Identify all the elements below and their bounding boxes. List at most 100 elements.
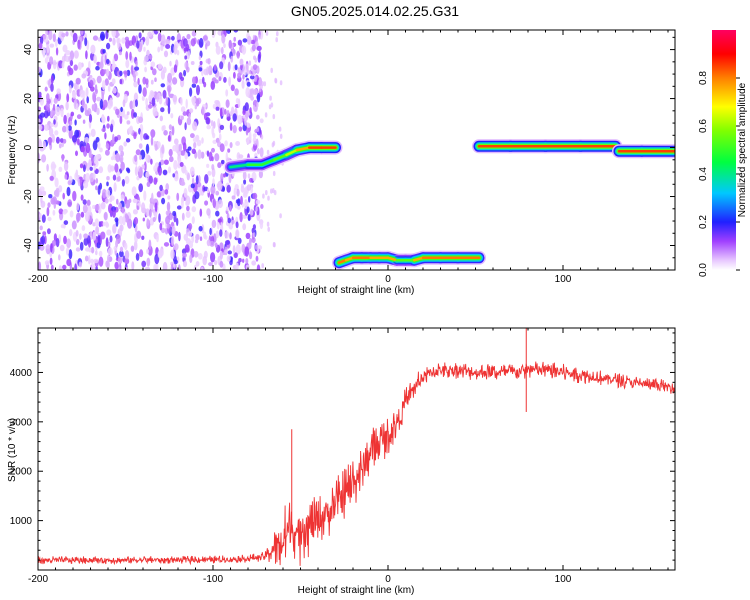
- noise-speck: [90, 44, 96, 55]
- noise-speck: [246, 122, 251, 128]
- noise-speck: [126, 120, 131, 125]
- noise-speck: [227, 217, 232, 224]
- noise-speck: [237, 39, 243, 46]
- noise-speck: [47, 216, 52, 222]
- x-tick-label: 0: [385, 574, 391, 585]
- noise-speck: [133, 112, 138, 118]
- noise-speck: [133, 240, 138, 251]
- noise-speck: [81, 98, 85, 109]
- noise-speck: [127, 168, 131, 174]
- noise-speck: [56, 88, 61, 94]
- noise-speck: [115, 108, 120, 116]
- noise-speck: [255, 206, 258, 212]
- noise-speck: [125, 59, 130, 69]
- noise-speck: [106, 58, 110, 65]
- noise-speck: [192, 121, 198, 131]
- noise-speck: [72, 190, 77, 202]
- noise-speck: [258, 34, 261, 40]
- noise-speck: [76, 114, 82, 120]
- noise-speck: [66, 238, 71, 249]
- noise-speck: [93, 155, 99, 165]
- noise-speck: [198, 225, 203, 232]
- noise-speck: [55, 136, 60, 144]
- noise-speck: [232, 245, 236, 254]
- noise-speck: [186, 33, 191, 40]
- noise-speck: [142, 87, 147, 98]
- noise-speck: [111, 209, 116, 218]
- noise-speck: [173, 44, 178, 55]
- noise-speck: [226, 184, 231, 193]
- noise-speck: [191, 148, 196, 155]
- noise-speck: [244, 102, 249, 112]
- noise-speck: [96, 107, 100, 116]
- noise-speck: [252, 64, 258, 70]
- noise-speck: [219, 61, 224, 70]
- noise-speck: [227, 61, 231, 72]
- noise-speck: [107, 115, 110, 122]
- noise-speck: [167, 72, 173, 83]
- noise-speck: [249, 251, 253, 260]
- noise-speck: [39, 225, 43, 231]
- noise-speck: [217, 180, 223, 191]
- noise-speck: [152, 68, 157, 76]
- noise-speck: [63, 235, 67, 245]
- noise-speck: [204, 174, 209, 184]
- noise-speck: [63, 220, 69, 226]
- noise-speck: [243, 187, 248, 197]
- noise-speck: [173, 64, 178, 73]
- noise-speck: [228, 39, 232, 49]
- noise-speck: [262, 193, 265, 199]
- noise-speck: [159, 222, 163, 231]
- spectrogram-noise: [38, 30, 284, 270]
- noise-speck: [270, 102, 274, 108]
- noise-speck: [247, 173, 251, 179]
- noise-speck: [97, 234, 101, 245]
- noise-speck: [258, 78, 262, 87]
- noise-speck: [160, 70, 165, 80]
- noise-speck: [241, 243, 246, 253]
- noise-speck: [72, 91, 77, 99]
- noise-speck: [215, 106, 220, 111]
- noise-speck: [184, 55, 188, 60]
- noise-speck: [172, 145, 177, 152]
- noise-speck: [215, 230, 219, 239]
- noise-speck: [168, 148, 173, 157]
- noise-speck: [188, 223, 193, 231]
- noise-speck: [217, 218, 222, 223]
- noise-speck: [105, 237, 109, 248]
- noise-speck: [274, 78, 278, 84]
- noise-speck: [70, 111, 75, 117]
- noise-speck: [238, 154, 244, 159]
- noise-speck: [198, 78, 204, 84]
- noise-speck: [167, 105, 171, 115]
- noise-speck: [242, 258, 245, 263]
- noise-speck: [106, 42, 111, 50]
- noise-speck: [207, 188, 210, 194]
- noise-speck: [66, 93, 70, 103]
- noise-speck: [108, 203, 113, 214]
- noise-speck: [125, 38, 130, 49]
- noise-speck: [88, 247, 92, 253]
- noise-speck: [95, 185, 98, 191]
- noise-speck: [255, 199, 261, 205]
- y-tick-label: 0: [23, 144, 34, 150]
- noise-speck: [142, 217, 145, 222]
- y-tick-label: -20: [23, 189, 34, 204]
- noise-speck: [249, 107, 252, 114]
- noise-speck: [165, 96, 169, 106]
- noise-speck: [215, 210, 220, 217]
- track-core: [229, 163, 250, 169]
- noise-speck: [212, 103, 217, 110]
- noise-speck: [186, 205, 190, 212]
- noise-speck: [195, 175, 199, 185]
- noise-speck: [162, 169, 168, 176]
- noise-speck: [39, 36, 44, 45]
- noise-speck: [167, 195, 171, 200]
- noise-speck: [242, 109, 246, 115]
- noise-speck: [107, 85, 111, 92]
- noise-speck: [240, 185, 245, 193]
- noise-speck: [48, 127, 54, 137]
- noise-speck: [130, 64, 134, 75]
- noise-speck: [252, 224, 256, 230]
